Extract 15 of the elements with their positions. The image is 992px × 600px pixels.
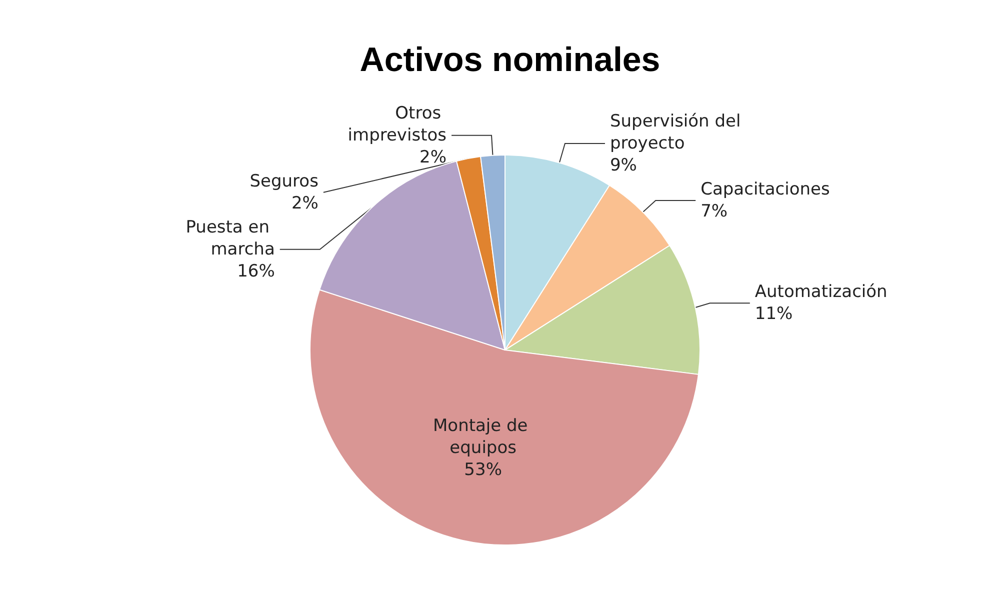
data-label: 7% (700, 202, 728, 222)
slice-label: Automatización (754, 282, 888, 302)
slice-label: Montaje de equipos (432, 416, 534, 458)
slice-label: Puesta en marcha (186, 217, 275, 260)
data-label: 9% (610, 156, 637, 176)
data-label: 53% (464, 460, 502, 480)
slice-label: Supervisión del proyecto (610, 112, 746, 154)
data-label: 11% (754, 304, 793, 324)
data-label: 16% (237, 261, 275, 282)
slice-label: Seguros (250, 171, 319, 192)
data-label: 2% (291, 193, 318, 214)
slice-label: Capacitaciones (700, 180, 830, 200)
slice-label: Otros imprevistos (348, 103, 447, 146)
chart-title: Activos nominales (360, 41, 660, 79)
data-label: 2% (420, 147, 446, 168)
